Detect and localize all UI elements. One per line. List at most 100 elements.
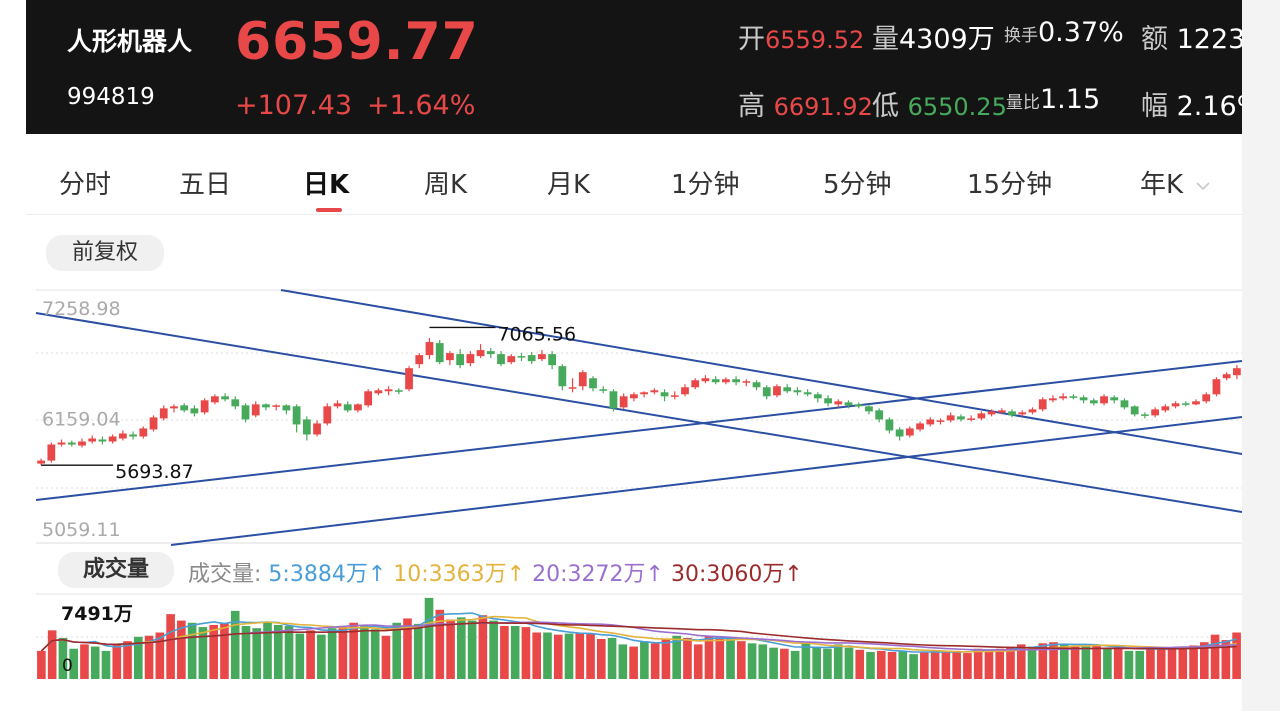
candle-body [1038,399,1047,410]
tab-intraday[interactable]: 分时 [59,170,112,200]
candle-body [783,387,792,392]
candle-body [313,423,321,435]
volume-bar [198,627,208,679]
tab-5min[interactable]: 5分钟 [823,170,892,200]
volume-bar [823,648,832,679]
candle-body [824,398,832,404]
candle-body [885,419,894,431]
candle-body [149,417,158,430]
candle-body [507,356,516,363]
tab-1min[interactable]: 1分钟 [671,170,740,200]
volume-bar [241,626,251,679]
candle-body [476,350,485,357]
volume-bar [715,636,725,679]
candle-body [701,378,710,382]
candle-body [742,381,751,383]
stat-low: 低 6550.25 [872,84,1007,123]
volume-bar [952,650,961,679]
adjust-button[interactable]: 前复权 [46,235,164,271]
candle-body [466,354,475,364]
high-value: 6691.92 [773,93,873,121]
candle-body [640,392,648,395]
candle-body [47,444,56,461]
volume-bar [758,644,768,679]
volume-bar [618,644,628,679]
volume-bar [650,643,660,679]
volume-bar [769,647,778,679]
candle-body [1222,374,1231,379]
candle-body [405,368,413,390]
candle-body [752,382,761,388]
volume-bar [629,646,638,679]
volume-bar [510,626,520,679]
volume-bar [801,643,811,679]
candle-body [957,416,965,420]
volume-bar [413,623,423,679]
ma5-line [40,612,1237,653]
volume-bar [123,641,132,679]
kline-chart[interactable]: 7065.56 5693.87 7258.98 6159.04 5059.11 749… [26,0,1242,711]
volume-bar [586,633,595,679]
candle-body [1008,411,1016,416]
volume-bar [144,635,154,679]
tab-five-day[interactable]: 五日 [179,170,232,200]
candle-body [129,434,137,437]
volume-bar [381,635,391,679]
volume-bar [564,633,574,679]
candle-body [916,423,924,430]
ma10-legend: 10:3363万↑ [393,562,526,587]
volume-bar [478,615,488,679]
volume-bar [973,648,983,679]
amount-value: 1223 [1176,24,1246,55]
candle-body [1049,398,1057,401]
candle-body [415,355,424,365]
volume-bar [1124,650,1134,679]
candle-body [88,438,97,442]
volume-bar [726,637,735,679]
candle-body [854,404,863,407]
candle-body [384,389,393,392]
candle-body [589,378,597,389]
candle-body [1018,412,1027,415]
candle-body [844,402,853,406]
volume-bar [661,638,671,679]
tab-yearly-k[interactable]: 年K [1140,164,1211,201]
volume-bar [780,648,789,679]
volume-bar [1200,642,1209,679]
active-tab-indicator [316,208,342,212]
volume-bar [532,632,542,679]
volume-bar [327,628,337,679]
volume-bar [220,622,229,679]
candle-body [599,389,608,391]
volume-bar [683,637,692,679]
volume-bar [855,649,865,679]
volume-bar [155,632,165,679]
volume-bar [403,618,412,679]
candle-body [272,405,281,407]
tab-daily-k[interactable]: 日K [303,170,350,200]
volume-bar [1081,646,1091,679]
trend-line [35,312,1242,513]
candle-body [926,419,935,425]
volume-bar [1092,645,1101,679]
candle-body [159,408,168,419]
volume-bar [543,632,552,679]
tab-15min[interactable]: 15分钟 [967,170,1053,200]
candle-body [670,395,679,397]
app-frame: 人形机器人 994819 6659.77 +107.43 +1.64% 开655… [26,0,1262,711]
candle-body [343,404,352,411]
trend-line [35,360,1242,501]
tab-monthly-k[interactable]: 月K [547,170,591,200]
volume-bar [295,633,305,679]
tab-weekly-k[interactable]: 周K [424,170,468,200]
candle-body [497,354,505,365]
volume-bar [704,635,714,679]
volume-button[interactable]: 成交量 [58,552,174,588]
volume-bar [672,635,681,679]
turnover-label: 换手 [1004,26,1038,46]
ma30-legend: 30:3060万↑ [670,562,803,587]
volume-bar [446,619,455,679]
volume-bar [521,627,531,679]
candle-body [486,351,495,355]
candle-body [1120,400,1129,408]
